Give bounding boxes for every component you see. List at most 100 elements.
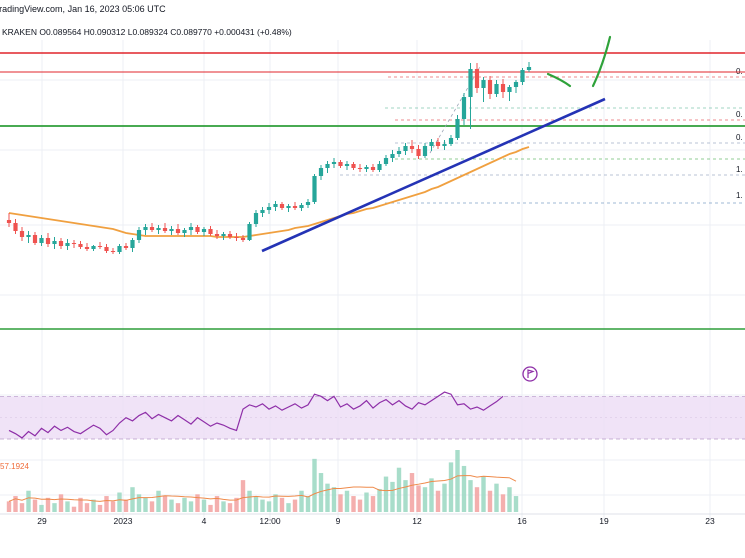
candle-body (78, 244, 83, 247)
fib-level-label: 1. (736, 165, 743, 174)
header-source-timestamp: TradingView.com, Jan 16, 2023 05:06 UTC (0, 4, 166, 14)
volume-bar (364, 492, 369, 512)
candle-body (227, 234, 233, 237)
candle-body (429, 142, 434, 146)
candle-body (279, 204, 285, 208)
volume-bar (312, 458, 317, 512)
candle-body (390, 154, 395, 158)
candle-body (442, 144, 447, 146)
candle-body (507, 87, 512, 92)
candle-body (526, 67, 532, 70)
x-tick-label: 12 (412, 516, 422, 526)
volume-bar (416, 485, 421, 512)
candle-body (292, 206, 298, 208)
volume-bar (221, 501, 226, 512)
volume-bar (91, 499, 96, 512)
volume-bar (247, 490, 252, 512)
volume-bar (123, 499, 129, 512)
candle-body (240, 238, 246, 240)
rsi-line (8, 391, 504, 439)
flag-icon[interactable] (522, 366, 538, 382)
x-tick-label: 12:00 (259, 516, 281, 526)
volume-bar (71, 506, 77, 512)
candle-body (247, 224, 252, 240)
volume-bar (422, 487, 428, 512)
volume-bar (195, 494, 200, 512)
candle-body (169, 229, 174, 231)
fib-level-label: 0. (736, 133, 743, 142)
volume-bar (32, 499, 38, 512)
volume-bar (351, 496, 356, 512)
volume-bar (136, 494, 142, 512)
volume-bar (26, 490, 31, 512)
volume-bar (286, 503, 291, 512)
candle-body (221, 234, 226, 236)
candle-body (474, 69, 480, 88)
candle-body (396, 151, 402, 154)
candle-body (487, 80, 493, 94)
candle-body (318, 168, 324, 176)
candle-body (52, 241, 57, 244)
volume-bar (58, 494, 64, 512)
volume-bar (97, 504, 103, 512)
candle-body (494, 84, 499, 94)
volume-bar (45, 497, 51, 512)
volume-bar (507, 487, 512, 512)
candle-body (260, 210, 265, 213)
candle-body (461, 97, 467, 119)
volume-bar (214, 496, 220, 512)
volume-value-label: 57.1924 (0, 462, 29, 471)
candle-body (455, 119, 460, 138)
volume-bar (487, 490, 493, 512)
moving-average (8, 146, 530, 238)
candle-body (214, 234, 220, 236)
volume-bar (156, 490, 161, 512)
candle-body (188, 227, 194, 230)
projection-arrows (546, 35, 612, 88)
candle-body (305, 202, 311, 205)
x-tick-label: 16 (517, 516, 527, 526)
candle-body (325, 164, 330, 168)
volume-bar (253, 496, 259, 512)
candle-body (344, 164, 350, 166)
volume-bar (318, 473, 324, 512)
volume-bar (78, 497, 83, 512)
volume-bar (117, 492, 122, 512)
candle-body (234, 237, 239, 238)
x-tick-label: 19 (599, 516, 609, 526)
grid (0, 40, 745, 520)
volume-bar (513, 496, 519, 512)
candle-body (45, 238, 51, 244)
candle-body (26, 235, 31, 237)
volume-bar (331, 487, 337, 512)
candle-body (130, 240, 135, 248)
candle-body (435, 142, 441, 146)
candle-body (338, 162, 343, 166)
ohlc-legend: KRAKEN O0.089564 H0.090312 L0.089324 C0.… (2, 27, 292, 37)
volume-bar (104, 496, 109, 512)
fib-level-label: 0. (736, 110, 743, 119)
volume-bar (19, 503, 25, 512)
candle-body (312, 176, 317, 202)
candle-body (110, 251, 116, 252)
x-axis: 29 2023 4 12:00 9 12 16 19 23 (0, 513, 745, 526)
candle-body (84, 247, 90, 249)
volume-bar (273, 494, 278, 512)
candle-body (143, 227, 148, 230)
candlesticks (6, 62, 532, 254)
candle-body (416, 149, 421, 156)
volume-bar (227, 503, 233, 512)
volume-bar (188, 501, 194, 512)
candle-body (136, 230, 142, 240)
volume-bar (338, 494, 343, 512)
volume-bar (84, 503, 90, 512)
volume-bar (110, 501, 116, 512)
candle-body (71, 243, 77, 244)
volume-panel (6, 450, 519, 512)
candle-body (468, 69, 473, 97)
x-tick-label: 4 (202, 516, 207, 526)
candle-body (351, 164, 356, 168)
volume-bar (481, 476, 486, 512)
